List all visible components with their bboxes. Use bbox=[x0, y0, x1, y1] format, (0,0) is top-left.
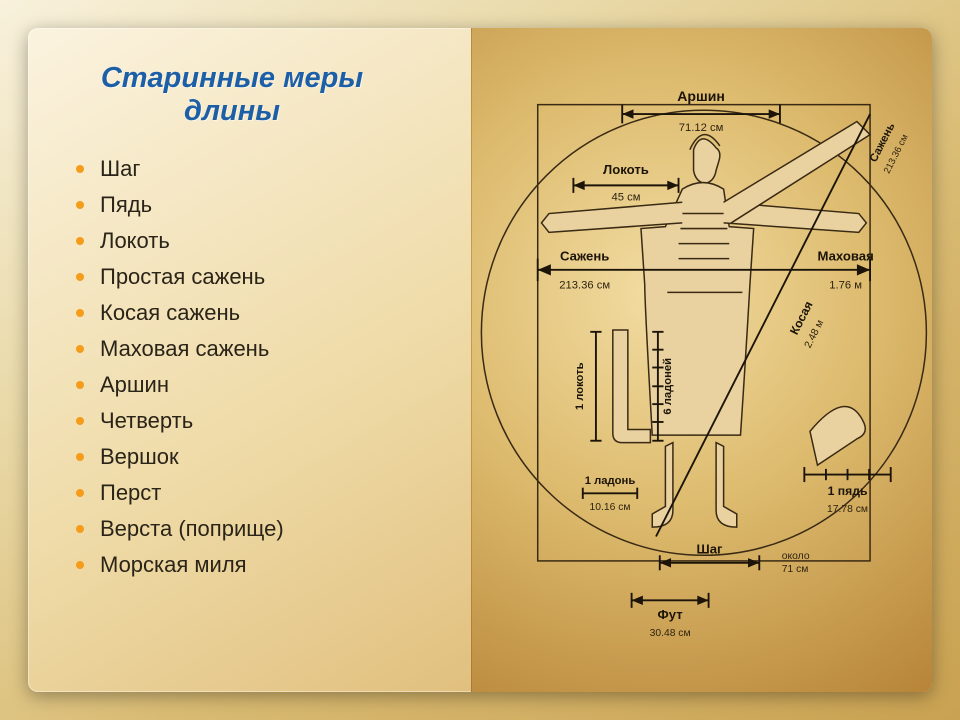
list-item: Вершок bbox=[72, 439, 461, 475]
left-column: Старинные меры длины Шаг Пядь Локоть Про… bbox=[28, 28, 471, 692]
lokot-value: 45 см bbox=[611, 191, 640, 203]
pyad-measure: 1 пядь 17.78 см bbox=[804, 407, 890, 516]
title-line-2: длины bbox=[184, 95, 280, 127]
list-item: Четверть bbox=[72, 403, 461, 439]
slide-title: Старинные меры длины bbox=[72, 62, 392, 129]
lokot-measure: Локоть 45 см bbox=[573, 162, 678, 203]
slide-card: Старинные меры длины Шаг Пядь Локоть Про… bbox=[28, 28, 932, 692]
measures-list: Шаг Пядь Локоть Простая сажень Косая саж… bbox=[72, 151, 461, 583]
mahovaya-value: 1.76 м bbox=[829, 280, 862, 292]
fut-measure: Фут 30.48 см bbox=[632, 593, 709, 639]
ladoney-label: 6 ладоней bbox=[662, 358, 674, 415]
list-item: Шаг bbox=[72, 151, 461, 187]
list-item: Маховая сажень bbox=[72, 331, 461, 367]
sazhen-label: Сажень bbox=[560, 248, 609, 263]
arshin-label: Аршин bbox=[677, 88, 725, 104]
shag-measure: Шаг около 71 см bbox=[660, 541, 810, 575]
measure-diagram: Аршин 71.12 см Локоть 45 см Сажень bbox=[472, 28, 932, 692]
list-item: Простая сажень bbox=[72, 259, 461, 295]
ladon-value: 10.16 см bbox=[590, 502, 631, 513]
fut-value: 30.48 см bbox=[650, 628, 691, 639]
lokot-label: Локоть bbox=[603, 162, 649, 177]
sazhen-value: 213.36 см bbox=[559, 280, 610, 292]
fut-label: Фут bbox=[658, 607, 684, 622]
title-line-1: Старинные меры bbox=[101, 62, 363, 94]
list-item: Аршин bbox=[72, 367, 461, 403]
ladon-measure: 1 ладонь 10.16 см bbox=[583, 475, 637, 513]
list-item: Локоть bbox=[72, 223, 461, 259]
lokot-vert-label: 1 локоть bbox=[574, 362, 586, 410]
shag-value-1: около bbox=[782, 551, 810, 562]
shag-label: Шаг bbox=[696, 541, 722, 556]
diagram-panel: Аршин 71.12 см Локоть 45 см Сажень bbox=[471, 28, 932, 692]
mahovaya-label: Маховая bbox=[817, 248, 873, 263]
pyad-label: 1 пядь bbox=[828, 484, 868, 498]
list-item: Перст bbox=[72, 475, 461, 511]
arshin-value: 71.12 см bbox=[679, 122, 724, 134]
list-item: Верста (поприще) bbox=[72, 511, 461, 547]
shag-value-2: 71 см bbox=[782, 564, 809, 575]
list-item: Пядь bbox=[72, 187, 461, 223]
list-item: Косая сажень bbox=[72, 295, 461, 331]
pyad-value: 17.78 см bbox=[827, 504, 868, 515]
ladon-label: 1 ладонь bbox=[585, 475, 636, 487]
list-item: Морская миля bbox=[72, 547, 461, 583]
